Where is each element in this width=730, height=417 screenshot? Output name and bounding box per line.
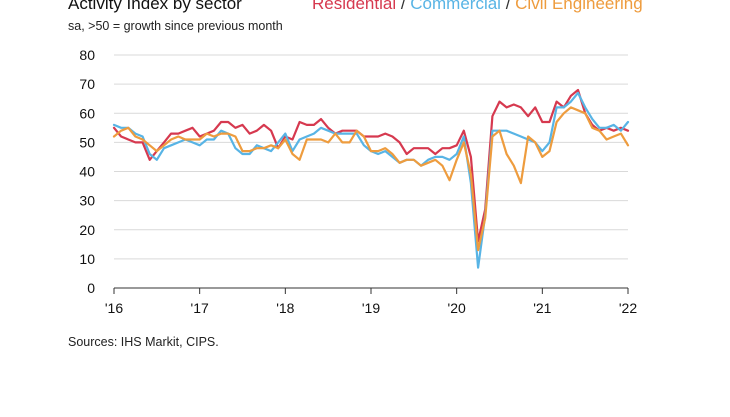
legend: Residential / Commercial / Civil Enginee…: [312, 0, 643, 14]
source-note: Sources: IHS Markit, CIPS.: [68, 335, 219, 349]
series-line-residential: [112, 88, 630, 243]
y-tick-label: 0: [87, 280, 95, 296]
x-tick-label: '19: [362, 300, 380, 316]
legend-separator: /: [396, 0, 411, 13]
y-tick-label: 20: [79, 222, 95, 238]
chart-subtitle: sa, >50 = growth since previous month: [68, 19, 283, 33]
x-tick-label: '16: [105, 300, 123, 316]
y-tick-label: 80: [79, 47, 95, 63]
y-tick-label: 30: [79, 193, 95, 209]
y-tick-label: 70: [79, 76, 95, 92]
chart-title: Activity Index by sector: [68, 0, 242, 13]
x-tick-label: '17: [191, 300, 209, 316]
y-tick-label: 10: [79, 251, 95, 267]
y-tick-label: 50: [79, 134, 95, 150]
x-tick-label: '18: [276, 300, 294, 316]
y-tick-label: 40: [79, 164, 95, 180]
x-tick-label: '21: [533, 300, 551, 316]
x-tick-label: '22: [619, 300, 637, 316]
line-chart: 0 10 20 30 40 50 60 70 80 '16 '17 '18 '19 '20 '21 '22: [79, 47, 637, 316]
legend-item-civil-engineering: Civil Engineering: [515, 0, 643, 13]
series-line-civil-engineering: [112, 106, 630, 252]
y-tick-label: 60: [79, 105, 95, 121]
legend-item-commercial: Commercial: [410, 0, 501, 13]
x-tick-label: '20: [448, 300, 466, 316]
legend-item-residential: Residential: [312, 0, 397, 13]
legend-separator: /: [500, 0, 516, 13]
